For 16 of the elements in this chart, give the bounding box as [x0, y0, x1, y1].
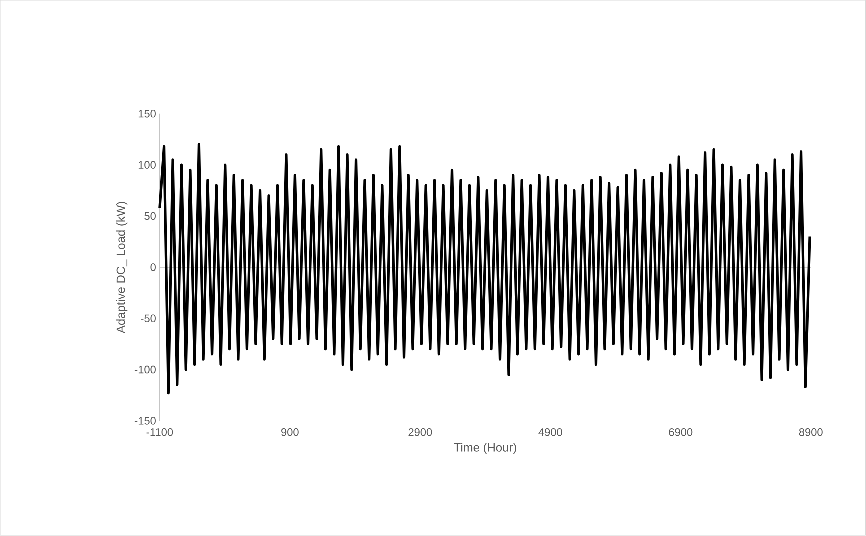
y-tick-label: 150 — [138, 110, 156, 118]
x-tick-label: 8900 — [799, 428, 823, 436]
x-tick-label: 2900 — [408, 428, 432, 436]
x-tick-label: 4900 — [538, 428, 562, 436]
y-tick-label: -150 — [134, 417, 156, 425]
y-tick-label: -100 — [134, 366, 156, 374]
x-axis-title: Time (Hour) — [454, 443, 516, 454]
x-tick-label: 900 — [282, 428, 299, 436]
y-tick-label: -50 — [141, 314, 156, 323]
y-tick-label: 100 — [138, 161, 156, 170]
x-tick-label: 6900 — [669, 428, 693, 436]
line-series — [158, 143, 812, 395]
y-axis-title: Adaptive DC_ Load (kW) — [116, 202, 128, 334]
x-tick-label: -1100 — [146, 428, 174, 436]
y-tick-label: 50 — [144, 212, 156, 220]
y-tick-label: 0 — [150, 264, 156, 272]
